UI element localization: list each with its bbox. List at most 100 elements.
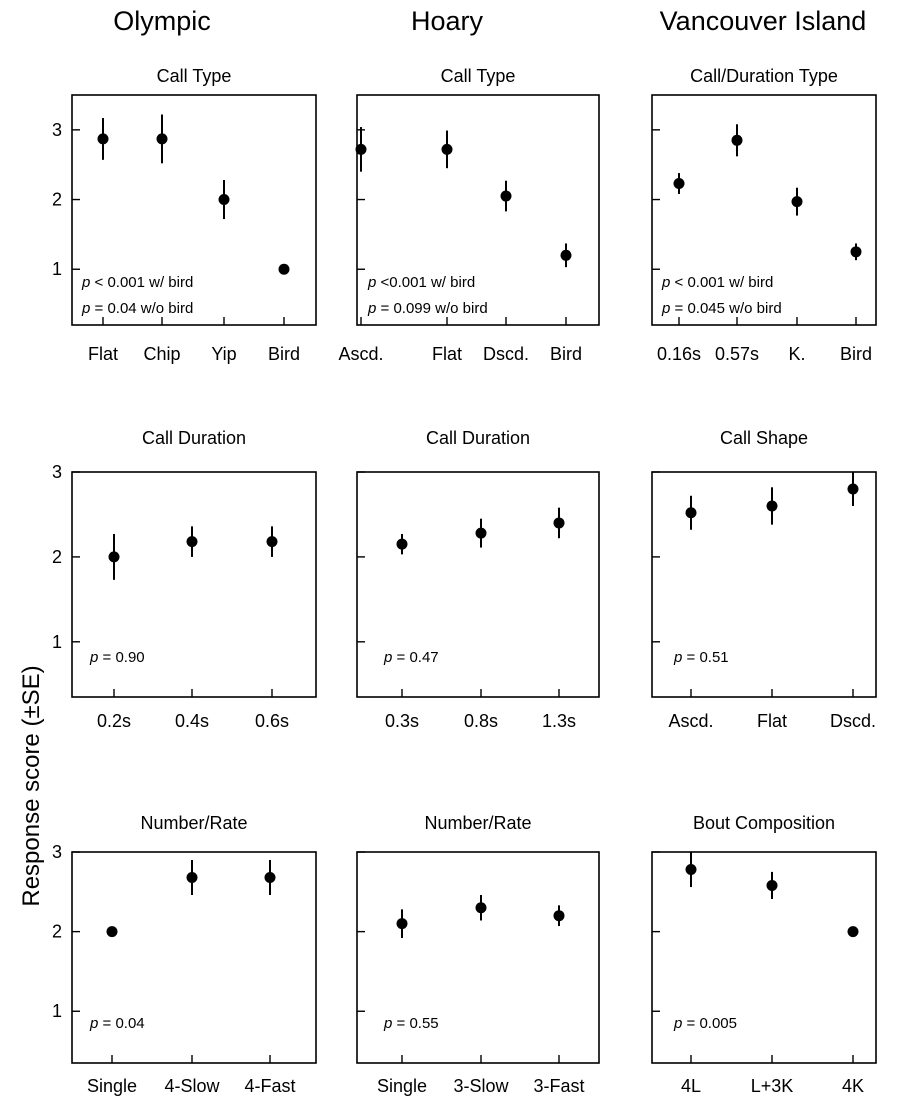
panel-8: Number/Rate Single 3-Slow 3-Fast p = 0.55 (356, 813, 600, 1096)
data-point (847, 926, 859, 938)
panel-3: Call/Duration Type 0.16s 0.57s K. Bird p < 0.… (651, 66, 877, 364)
panel-frame (651, 471, 877, 698)
y-tick-label: 1 (52, 632, 62, 652)
data-point (441, 143, 453, 155)
p-value-label: p = 0.55 (383, 1015, 439, 1032)
y-tick-label: 3 (52, 120, 62, 140)
panel-4: Call Duration 1 2 3 0.2s 0.4s 0.6s p = 0.90 (52, 428, 317, 731)
p-value-label: p <0.001 w/ bird (367, 274, 475, 291)
category-label: Ascd. (338, 344, 383, 364)
data-point (685, 507, 697, 519)
data-point (156, 133, 168, 145)
data-point (766, 879, 778, 891)
data-point (731, 134, 743, 146)
column-title-vancouver-island: Vancouver Island (659, 6, 867, 36)
category-label: 0.3s (385, 711, 419, 731)
panel-frame (356, 851, 600, 1064)
category-label: Single (377, 1076, 427, 1096)
data-point (355, 143, 367, 155)
panel-frame (356, 94, 600, 326)
panel-title: Call Type (441, 66, 516, 86)
panel-frame (651, 851, 877, 1064)
y-tick-label: 2 (52, 922, 62, 942)
panel-frame (651, 94, 877, 326)
p-value-label: p = 0.47 (383, 649, 439, 666)
data-point (553, 517, 565, 529)
panel-frame (71, 94, 317, 326)
category-label: 0.2s (97, 711, 131, 731)
y-tick-label: 2 (52, 190, 62, 210)
p-value-label: p < 0.001 w/ bird (81, 274, 193, 291)
category-label: Flat (757, 711, 787, 731)
data-point (847, 483, 859, 495)
p-value-label: p = 0.04 (89, 1015, 145, 1032)
category-label: L+3K (751, 1076, 794, 1096)
data-point (186, 871, 198, 883)
category-label: 4K (842, 1076, 864, 1096)
data-point (97, 133, 109, 145)
p-value-label: p = 0.099 w/o bird (367, 300, 488, 317)
data-point (850, 246, 862, 258)
data-point (278, 263, 290, 275)
data-point (264, 871, 276, 883)
category-label: Bird (268, 344, 300, 364)
data-point (396, 538, 408, 550)
p-value-label: p = 0.04 w/o bird (81, 300, 193, 317)
data-point (553, 910, 565, 922)
panel-title: Call Shape (720, 428, 808, 448)
category-label: 1.3s (542, 711, 576, 731)
data-point (396, 918, 408, 930)
p-value-label: p = 0.045 w/o bird (661, 300, 782, 317)
data-point (500, 190, 512, 202)
category-label: 0.4s (175, 711, 209, 731)
data-point (791, 196, 803, 208)
data-point (685, 864, 697, 876)
y-tick-label: 3 (52, 842, 62, 862)
category-label: 3-Slow (453, 1076, 509, 1096)
y-tick-label: 2 (52, 547, 62, 567)
category-label: 0.8s (464, 711, 498, 731)
panel-frame (71, 471, 317, 698)
data-point (766, 500, 778, 512)
data-point (673, 178, 685, 190)
category-label: 0.16s (657, 344, 701, 364)
data-point (106, 926, 118, 938)
category-label: Yip (211, 344, 236, 364)
panel-title: Number/Rate (424, 813, 531, 833)
category-label: Flat (88, 344, 118, 364)
p-value-label: p = 0.005 (673, 1015, 737, 1032)
category-label: Chip (143, 344, 180, 364)
p-value-label: p = 0.90 (89, 649, 145, 666)
panel-9: Bout Composition 4L L+3K 4K p = 0.005 (651, 813, 877, 1096)
data-point (560, 249, 572, 261)
panel-title: Call Duration (142, 428, 246, 448)
category-label: Bird (840, 344, 872, 364)
category-label: 0.57s (715, 344, 759, 364)
category-label: 4L (681, 1076, 701, 1096)
data-point (218, 194, 230, 206)
data-point (475, 902, 487, 914)
data-point (186, 536, 198, 548)
category-label: 4-Slow (164, 1076, 220, 1096)
panel-title: Call Type (157, 66, 232, 86)
panel-title: Call/Duration Type (690, 66, 838, 86)
panel-1: Call Type 1 2 3 Flat Chip Yip Bird p < 0.001 w/ … (52, 66, 317, 364)
data-point (108, 551, 120, 563)
category-label: Single (87, 1076, 137, 1096)
panel-frame (71, 851, 317, 1064)
panel-7: Number/Rate 1 2 3 Single 4-Slow 4-Fast p = 0.04 (52, 813, 317, 1096)
column-title-olympic: Olympic (113, 6, 211, 36)
category-label: 4-Fast (244, 1076, 295, 1096)
y-tick-label: 3 (52, 462, 62, 482)
data-point (475, 527, 487, 539)
column-title-hoary: Hoary (410, 6, 484, 36)
category-label: Dscd. (483, 344, 529, 364)
category-label: Ascd. (668, 711, 713, 731)
category-label: 0.6s (255, 711, 289, 731)
panel-2: Call Type Ascd. Flat Dscd. Bird p <0.001 w/ b… (338, 66, 600, 364)
panel-title: Number/Rate (140, 813, 247, 833)
category-label: K. (788, 344, 805, 364)
p-value-label: p < 0.001 w/ bird (661, 274, 773, 291)
panel-6: Call Shape Ascd. Flat Dscd. p = 0.51 (651, 428, 877, 731)
